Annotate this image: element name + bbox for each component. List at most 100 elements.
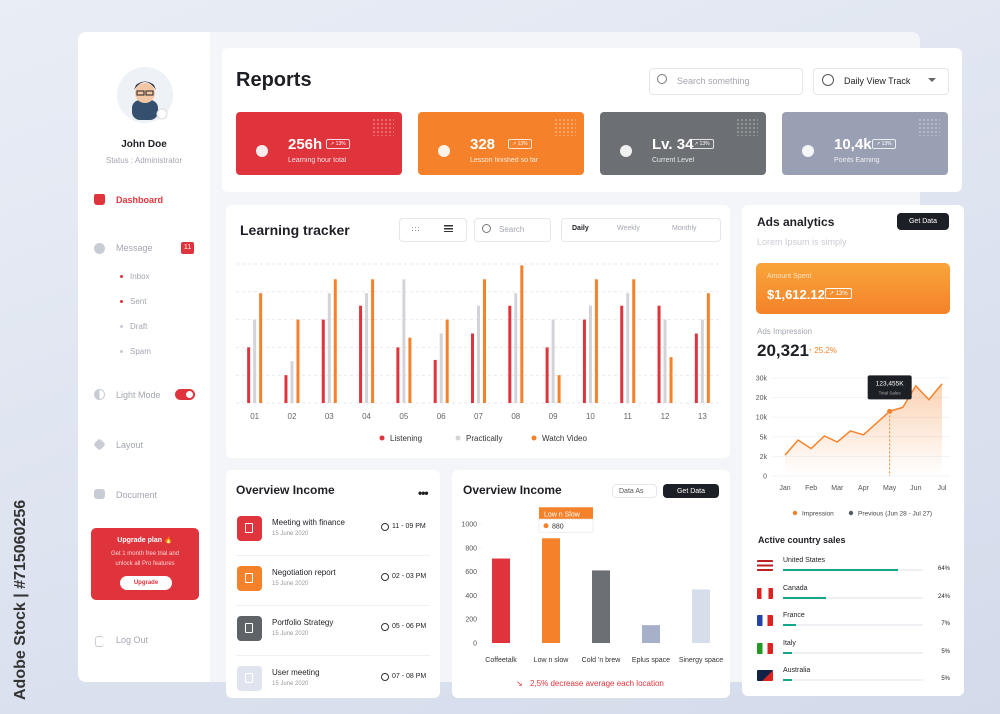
stat-change: ↗ 13% [872, 139, 896, 149]
bar [396, 347, 400, 403]
bar [321, 319, 325, 403]
stat-change-value: 13% [881, 141, 892, 147]
legend-label: Listening [390, 434, 422, 443]
get-data-button[interactable]: Get Data [897, 213, 949, 230]
menu-item[interactable]: Light Mode [116, 390, 161, 400]
amount-change-value: 13% [835, 291, 848, 297]
bar-track [783, 651, 923, 654]
flag [757, 587, 773, 599]
item-time: 07 - 08 PM [392, 673, 427, 680]
submenu-item[interactable]: Spam [130, 347, 151, 356]
x-tick-label: Mar [831, 485, 844, 492]
clock-icon [381, 623, 389, 631]
tab[interactable]: Weekly [617, 225, 640, 232]
menu-item[interactable]: Document [116, 490, 158, 500]
stat-label: Current Level [652, 157, 695, 164]
bar [247, 347, 251, 403]
x-tick-label: Low n slow [534, 657, 570, 664]
area [785, 383, 942, 476]
item-date: 15 June 2020 [272, 631, 309, 637]
bar-track [783, 624, 923, 626]
tab[interactable]: Daily [572, 225, 589, 232]
line [784, 383, 943, 456]
bar [783, 651, 792, 654]
search-box[interactable] [649, 68, 803, 95]
bar [284, 375, 288, 403]
clock-icon [381, 673, 389, 681]
legend-marker [455, 435, 461, 441]
search-placeholder: Search [499, 225, 525, 234]
stat-change: ↗ 13% [690, 139, 714, 149]
stat-label: Points Earning [834, 157, 880, 164]
get-data-button[interactable]: Get Data [663, 484, 719, 498]
y-tick-label: 200 [465, 617, 477, 624]
legend-marker [531, 435, 537, 441]
view-select-label: Daily View Track [844, 76, 911, 86]
item-title: Negotiation report [272, 568, 336, 577]
x-tick-label: Eplus space [632, 657, 670, 664]
point [887, 408, 893, 414]
item-icon-glyph [245, 673, 253, 683]
submenu-item[interactable]: Draft [130, 322, 148, 331]
stat-icon [802, 145, 814, 157]
stat-pattern [918, 118, 940, 136]
stat-pattern [372, 118, 394, 136]
menu-item[interactable]: Layout [116, 440, 144, 450]
bar [551, 319, 555, 403]
bar [783, 679, 792, 681]
x-tick-label: 07 [474, 412, 483, 421]
menu-item[interactable]: Dashboard [116, 195, 164, 205]
item-icon [237, 616, 262, 641]
subtitle: Lorem Ipsum is simply [757, 237, 847, 247]
bar [783, 624, 796, 626]
bar [626, 293, 630, 403]
grid-view-button[interactable] [399, 218, 467, 242]
message-badge: 11 [181, 242, 194, 254]
tooltip-head [539, 507, 593, 520]
menu-icon [94, 389, 105, 400]
view-select[interactable] [813, 68, 949, 95]
data-select[interactable]: Data As [612, 484, 657, 498]
tab[interactable]: Monthly [672, 225, 697, 232]
submenu-item[interactable]: Inbox [130, 272, 150, 281]
toggle[interactable] [175, 389, 195, 400]
more-button[interactable]: ••• [418, 486, 429, 500]
x-tick-label: 03 [325, 412, 334, 421]
bar [514, 293, 518, 403]
bar [557, 375, 561, 403]
bar [333, 279, 337, 403]
legend-label: Impression [802, 511, 834, 518]
impression-change-value: 25.2% [814, 346, 837, 355]
menu-item[interactable]: Message [116, 243, 153, 253]
item-time: 02 - 03 PM [392, 573, 427, 580]
amount-change: ↗ 13% [825, 288, 852, 299]
bar [439, 333, 443, 403]
bar [694, 333, 698, 403]
x-tick-label: 08 [511, 412, 520, 421]
upgrade-button[interactable]: Upgrade [120, 576, 172, 590]
avatar [117, 67, 173, 123]
menu-item[interactable]: Log Out [116, 635, 149, 645]
arrow: ↘ [516, 679, 523, 688]
tabs [561, 218, 721, 242]
menu-icon [95, 636, 104, 647]
bar [492, 558, 510, 643]
stat-value: Lv. 34 [652, 136, 694, 153]
submenu-item[interactable]: Sent [130, 297, 147, 306]
bar [657, 305, 661, 403]
legend-label: Practically [466, 434, 502, 443]
x-tick-label: May [883, 485, 897, 492]
tooltip-body [538, 518, 594, 533]
menu-icon [94, 194, 105, 205]
bar [471, 333, 474, 403]
y-tick-label: 600 [465, 569, 477, 576]
menu-icon [94, 243, 105, 254]
grid-icon [411, 226, 419, 232]
item-icon [237, 666, 262, 691]
x-tick-label: 05 [399, 412, 408, 421]
search-box[interactable] [474, 218, 551, 242]
x-tick-label: Coffeetalk [485, 657, 517, 664]
country-name: Italy [783, 639, 796, 647]
country-name: Australia [783, 667, 811, 674]
